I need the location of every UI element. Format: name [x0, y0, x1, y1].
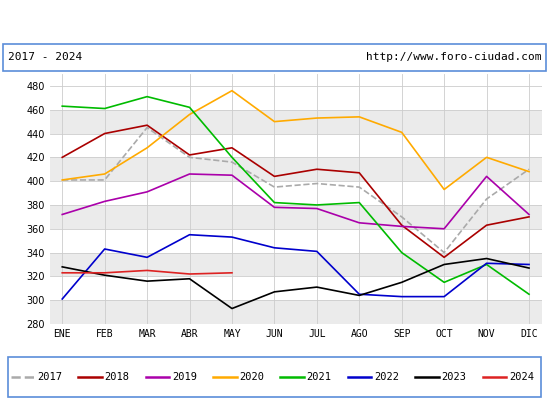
FancyBboxPatch shape	[8, 357, 541, 397]
Text: 2017 - 2024: 2017 - 2024	[8, 52, 82, 62]
Bar	[50, 300, 542, 324]
Text: 2024: 2024	[509, 372, 534, 382]
Text: 2022: 2022	[374, 372, 399, 382]
Bar	[50, 252, 542, 276]
Text: 2020: 2020	[239, 372, 265, 382]
Text: Evolucion del paro registrado en Villanueva de los Infantes: Evolucion del paro registrado en Villanu…	[28, 15, 522, 29]
Text: 2021: 2021	[307, 372, 332, 382]
Bar	[50, 205, 542, 229]
Bar	[50, 110, 542, 134]
Bar	[50, 134, 542, 157]
FancyBboxPatch shape	[3, 44, 546, 70]
Text: 2017: 2017	[37, 372, 62, 382]
Text: 2023: 2023	[442, 372, 466, 382]
Text: http://www.foro-ciudad.com: http://www.foro-ciudad.com	[366, 52, 542, 62]
Text: 2018: 2018	[104, 372, 130, 382]
Bar	[50, 276, 542, 300]
Bar	[50, 157, 542, 181]
Bar	[50, 229, 542, 252]
Bar	[50, 86, 542, 110]
Text: 2019: 2019	[172, 372, 197, 382]
Bar	[50, 181, 542, 205]
